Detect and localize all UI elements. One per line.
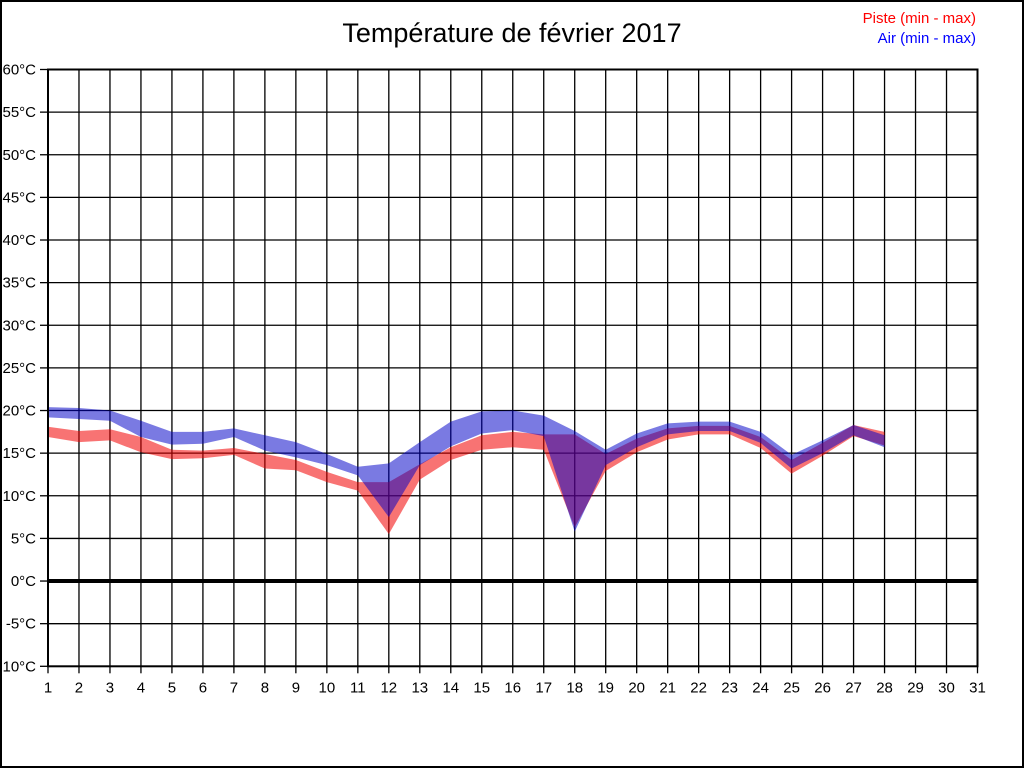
piste-minmax-band: [48, 425, 885, 535]
x-tick-label: 22: [690, 679, 707, 696]
y-tick-label: -10°C: [2, 658, 36, 675]
x-tick-label: 21: [659, 679, 676, 696]
x-tick-label: 30: [938, 679, 955, 696]
x-tick-label: 6: [199, 679, 207, 696]
x-tick-label: 9: [292, 679, 300, 696]
x-tick-label: 5: [168, 679, 176, 696]
x-tick-label: 20: [628, 679, 645, 696]
x-tick-label: 7: [230, 679, 238, 696]
y-tick-label: 35°C: [2, 275, 36, 292]
y-tick-label: 0°C: [11, 573, 36, 590]
y-tick-label: 50°C: [2, 147, 36, 164]
x-tick-label: 27: [845, 679, 862, 696]
y-tick-label: 15°C: [2, 445, 36, 462]
x-tick-label: 8: [261, 679, 269, 696]
x-tick-label: 1: [44, 679, 52, 696]
y-tick-label: -5°C: [6, 616, 36, 633]
x-tick-label: 4: [137, 679, 145, 696]
x-tick-label: 14: [442, 679, 459, 696]
x-tick-label: 26: [814, 679, 831, 696]
chart-title: Température de février 2017: [342, 18, 682, 48]
x-tick-label: 15: [473, 679, 490, 696]
x-tick-label: 12: [380, 679, 397, 696]
x-tick-label: 3: [106, 679, 114, 696]
x-tick-label: 13: [411, 679, 428, 696]
legend-item-air: Air (min - max): [878, 29, 976, 49]
legend-label-air: Air (min - max): [877, 30, 976, 47]
x-tick-label: 11: [350, 679, 366, 696]
x-tick-label: 24: [752, 679, 769, 696]
y-tick-label: 30°C: [2, 317, 36, 334]
x-tick-label: 31: [969, 679, 986, 696]
x-tick-label: 19: [597, 679, 614, 696]
x-tick-label: 2: [75, 679, 83, 696]
x-tick-label: 23: [721, 679, 738, 696]
y-tick-label: 55°C: [2, 104, 36, 121]
y-tick-label: 45°C: [2, 189, 36, 206]
y-tick-label: 40°C: [2, 232, 36, 249]
x-tick-label: 28: [876, 679, 893, 696]
y-tick-label: 20°C: [2, 403, 36, 420]
x-tick-label: 16: [504, 679, 521, 696]
x-tick-label: 10: [319, 679, 336, 696]
legend-item-piste: Piste (min - max): [863, 9, 976, 29]
x-tick-label: 25: [783, 679, 800, 696]
x-tick-label: 18: [566, 679, 583, 696]
legend: Piste (min - max) Air (min - max): [863, 9, 976, 49]
y-tick-label: 10°C: [2, 488, 36, 505]
y-tick-label: 60°C: [2, 62, 36, 79]
y-tick-label: 5°C: [11, 530, 36, 547]
y-tick-label: 25°C: [2, 360, 36, 377]
x-tick-label: 29: [907, 679, 924, 696]
air-minmax-band: [48, 407, 885, 532]
legend-label-piste: Piste (min - max): [862, 10, 976, 27]
plot-border: [47, 68, 979, 668]
x-tick-label: 17: [535, 679, 552, 696]
